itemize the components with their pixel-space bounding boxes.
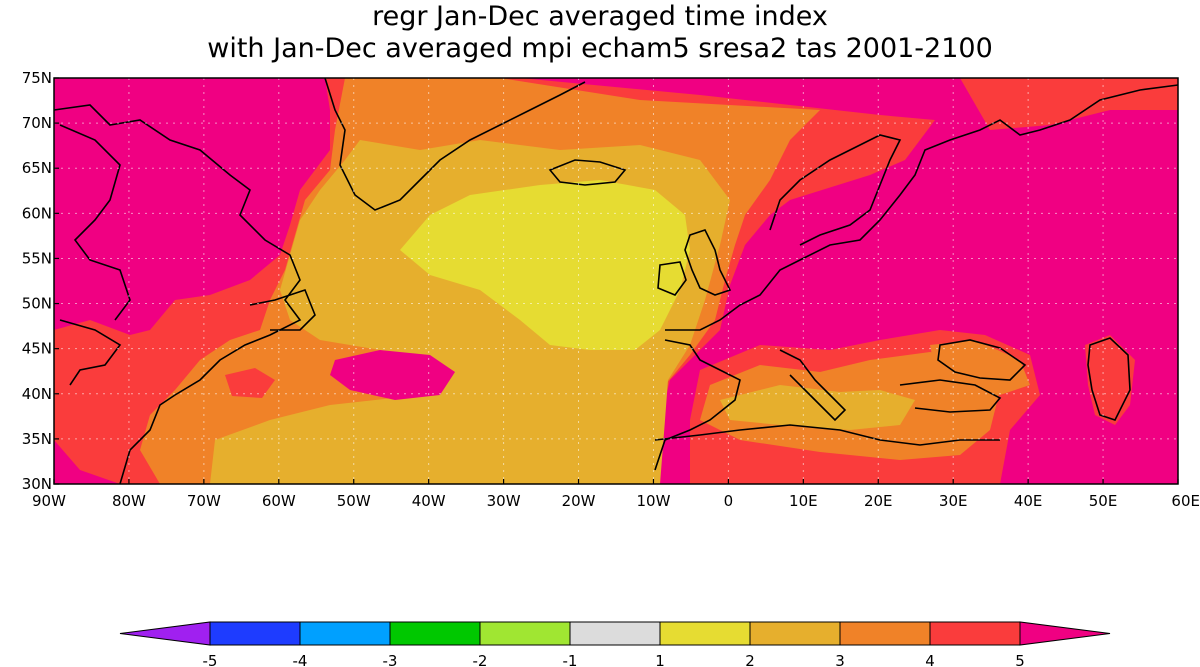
legend-tick-label: -1	[563, 652, 578, 667]
lon-axis: 90W 80W 70W 60W 50W 40W 30W 20W 10W 0 10E 20E 30E 40E…	[32, 479, 1200, 510]
coast-iceland	[548, 159, 627, 186]
coast-europe	[665, 84, 1178, 331]
lat-label: 50N	[22, 295, 52, 313]
legend-tick-label: -2	[473, 652, 488, 667]
coast-greenland	[324, 78, 586, 211]
coast-uk	[684, 229, 732, 296]
lon-label: 70W	[187, 492, 221, 510]
legend-swatch	[929, 621, 1021, 646]
lon-label: 60W	[262, 492, 296, 510]
legend-swatch	[389, 621, 481, 646]
coast-great-lakes	[59, 319, 122, 386]
field-4to5-arctic-norway	[960, 78, 1178, 130]
lon-label: 60E	[1171, 492, 1200, 510]
field-2to3-med	[720, 385, 915, 430]
legend-tick-label: 5	[1015, 652, 1025, 667]
lon-label: 80W	[112, 492, 146, 510]
lat-axis: 75N 70N 65N 60N 55N 50N 45N 40N 35N 30N	[22, 69, 59, 493]
legend-swatch	[749, 621, 841, 646]
legend-arrow-high	[1019, 621, 1111, 646]
lat-label: 40N	[22, 385, 52, 403]
lon-label: 20W	[562, 492, 596, 510]
coast-turkey	[899, 379, 1002, 413]
map-title-line2: with Jan-Dec averaged mpi echam5 sresa2 …	[207, 33, 993, 64]
lon-label: 20E	[864, 492, 893, 510]
coast-hudson-bay	[59, 124, 131, 321]
legend-swatch	[569, 621, 661, 646]
graticule	[54, 78, 1178, 484]
field-4to5-caspian	[1085, 335, 1135, 425]
coast-north-america	[54, 104, 302, 484]
coast-scandinavia	[769, 134, 902, 246]
legend-tick-label: 1	[655, 652, 665, 667]
lon-label: 0	[724, 492, 734, 510]
legend-tick-label: 4	[925, 652, 935, 667]
lat-label: 45N	[22, 340, 52, 358]
map-frame	[53, 77, 1179, 485]
lon-label: 50E	[1089, 492, 1118, 510]
legend-tick-label: -4	[293, 652, 308, 667]
field-1to2-core	[400, 180, 690, 350]
coast-ireland	[657, 261, 687, 296]
legend-swatch	[209, 621, 301, 646]
field-layers	[54, 78, 1178, 484]
lat-label: 75N	[22, 69, 52, 87]
coast-black-sea	[937, 339, 1027, 381]
coastlines	[54, 78, 1178, 484]
lat-label: 30N	[22, 475, 52, 493]
legend-arrow-low	[119, 621, 211, 646]
field-3to4-blacksea	[930, 340, 1030, 395]
lat-label: 65N	[22, 159, 52, 177]
lon-label: 10E	[789, 492, 818, 510]
lon-label: 40E	[1014, 492, 1043, 510]
lon-label: 10W	[637, 492, 671, 510]
map-title-line1: regr Jan-Dec averaged time index	[372, 1, 828, 32]
lat-label: 60N	[22, 204, 52, 222]
lat-label: 55N	[22, 249, 52, 267]
legend-tick-label: -3	[383, 652, 398, 667]
coast-north-africa	[654, 424, 1000, 446]
lon-label: 40W	[412, 492, 446, 510]
lat-label: 35N	[22, 430, 52, 448]
legend-tick-label: 2	[745, 652, 755, 667]
lon-label: 30E	[939, 492, 968, 510]
legend-tick-label: -5	[203, 652, 218, 667]
color-legend: -5 -4 -3 -2 -1 1 2 3 4 5	[119, 621, 1111, 667]
lon-label: 30W	[487, 492, 521, 510]
field-gt5-offshore	[330, 350, 455, 400]
coast-iberia	[654, 339, 741, 471]
coast-italy	[779, 349, 847, 422]
field-4to5-offshore-ring	[225, 368, 275, 398]
legend-swatch	[299, 621, 391, 646]
lon-label: 90W	[32, 492, 66, 510]
legend-tick-label: 3	[835, 652, 845, 667]
coast-caspian	[1087, 337, 1131, 421]
lon-label: 50W	[337, 492, 371, 510]
legend-swatch	[479, 621, 571, 646]
coast-nova-scotia	[249, 289, 316, 331]
legend-swatch	[839, 621, 931, 646]
legend-swatch	[659, 621, 751, 646]
lat-label: 70N	[22, 114, 52, 132]
